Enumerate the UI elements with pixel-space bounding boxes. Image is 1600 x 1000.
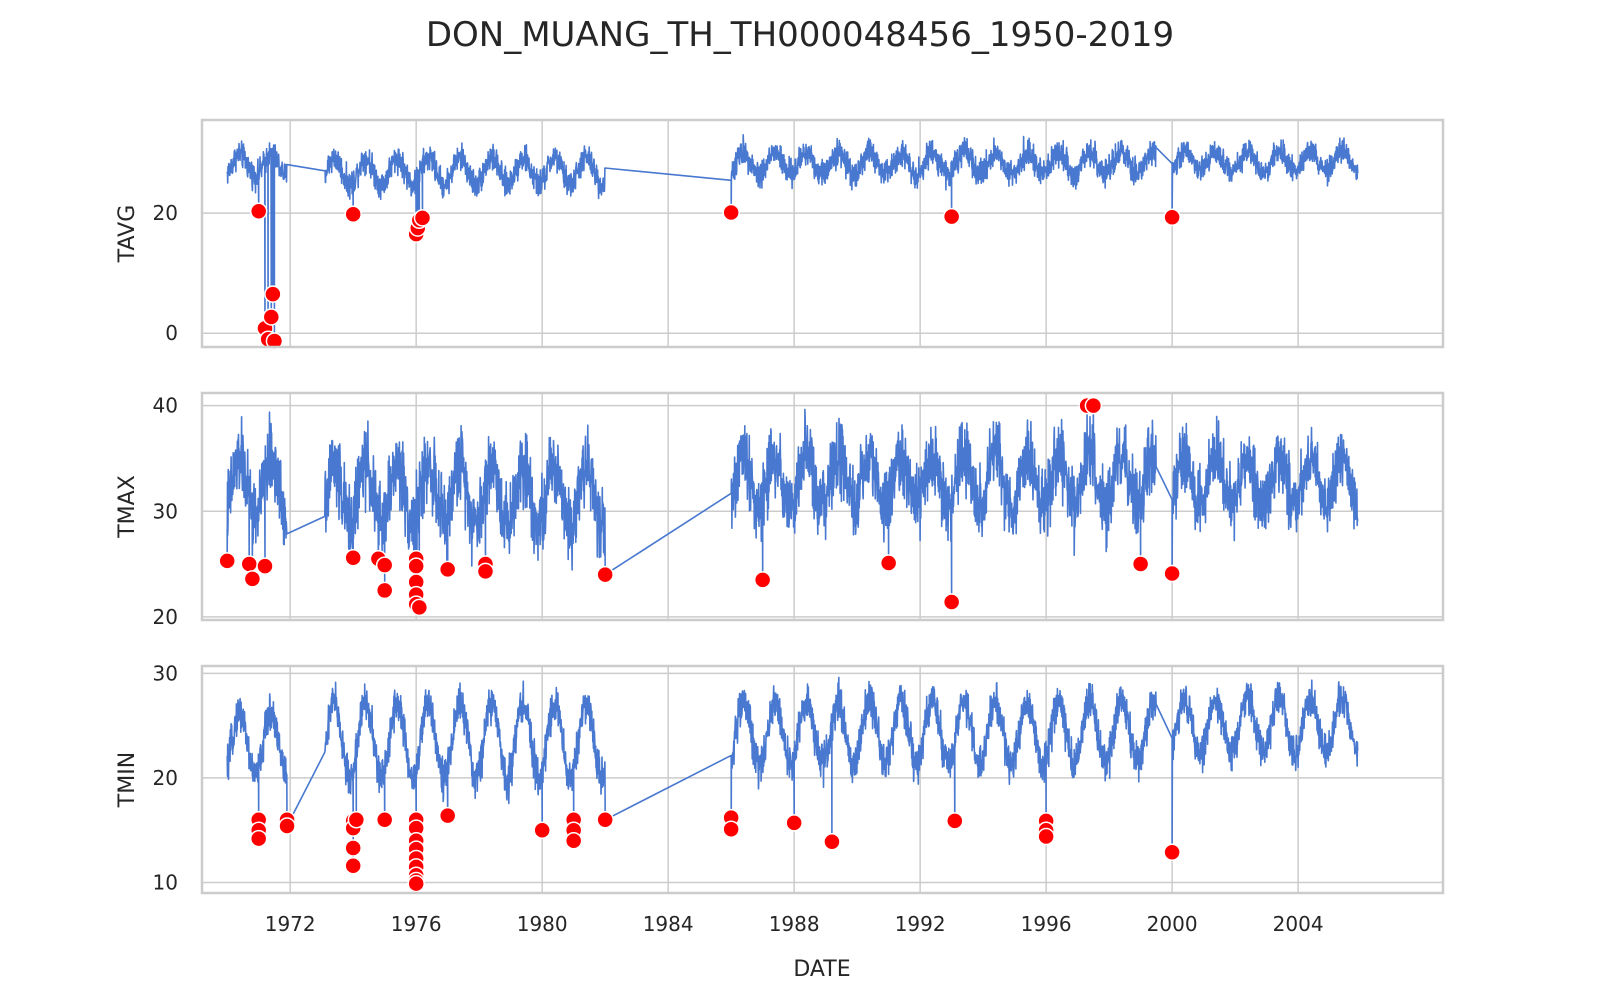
y-tick-label: 20 <box>153 605 178 629</box>
outlier-point <box>347 811 366 829</box>
series-line-tmin <box>226 676 1359 885</box>
outlier-point <box>823 832 841 851</box>
outlier-point <box>243 570 262 588</box>
x-tick-label: 1992 <box>895 912 946 936</box>
outlier-point <box>722 820 740 838</box>
x-axis-label: DATE <box>793 957 850 982</box>
outlier-point <box>413 209 432 227</box>
outlier-point <box>249 202 268 221</box>
chart-title: DON_MUANG_TH_TH000048456_1950-2019 <box>426 15 1174 55</box>
y-axis-label-tmax: TMAX <box>115 475 140 539</box>
outlier-point <box>265 332 284 350</box>
outlier-point <box>249 829 268 848</box>
panel-frame <box>200 391 1445 622</box>
outlier-point <box>407 557 425 575</box>
outlier-point <box>753 571 772 589</box>
outlier-point <box>1163 208 1181 227</box>
y-tick-label: 10 <box>153 871 178 895</box>
x-tick-label: 1984 <box>643 912 694 936</box>
outlier-point <box>375 581 394 600</box>
outlier-point <box>596 565 614 584</box>
panels: 0 20 TAVG 20 30 40 TMAX 10 20 30 TMIN <box>115 118 1445 895</box>
panel-tavg: 0 20 TAVG <box>115 118 1445 350</box>
series-line-tmax <box>226 404 1359 609</box>
outlier-point <box>1084 396 1103 415</box>
outlier-point <box>375 556 394 574</box>
outlier-point <box>785 814 803 832</box>
panel-frame <box>200 664 1445 895</box>
outlier-point <box>375 811 394 829</box>
y-tick-label: 30 <box>153 499 178 523</box>
panel-frame <box>200 118 1445 349</box>
x-tick-label: 1980 <box>517 912 568 936</box>
outlier-point <box>407 874 425 893</box>
x-tick-label: 1988 <box>769 912 820 936</box>
y-tick-label: 0 <box>165 321 178 345</box>
outlier-point <box>410 598 429 617</box>
y-tick-label: 20 <box>153 201 178 225</box>
outlier-point <box>240 555 258 573</box>
outlier-point <box>1037 827 1055 846</box>
x-tick-label: 1976 <box>391 912 442 936</box>
x-axis: DATE 1972 1976 1980 1984 1988 1992 1996 2000 200… <box>265 912 1324 982</box>
outlier-point <box>344 205 362 224</box>
outlier-point <box>218 552 236 570</box>
y-axis-label-tmin: TMIN <box>115 752 140 808</box>
outlier-point <box>533 821 551 839</box>
series-line-tavg <box>226 134 1359 342</box>
panel-tmax: 20 30 40 TMAX <box>115 391 1445 629</box>
outlier-point <box>476 562 495 581</box>
outlier-point <box>256 557 274 575</box>
panel-tmin: 10 20 30 TMIN <box>115 661 1445 895</box>
y-tick-label: 40 <box>153 394 178 418</box>
outlier-point <box>946 812 964 830</box>
outlier-point <box>344 839 362 857</box>
outlier-point <box>1163 843 1181 861</box>
outlier-point <box>1163 564 1181 583</box>
outlier-point <box>722 203 740 222</box>
outlier-point <box>1131 555 1150 573</box>
outlier-point <box>942 207 961 226</box>
x-tick-label: 1972 <box>265 912 316 936</box>
outlier-point <box>596 811 614 829</box>
x-tick-label: 2004 <box>1273 912 1324 936</box>
outlier-point <box>344 548 362 567</box>
outlier-point <box>942 593 961 611</box>
outlier-point <box>879 554 898 572</box>
outlier-point <box>344 857 362 875</box>
outlier-point <box>264 285 282 303</box>
x-tick-label: 1996 <box>1021 912 1072 936</box>
outlier-point <box>438 806 457 825</box>
y-tick-label: 20 <box>153 766 178 790</box>
outlier-point <box>438 560 457 579</box>
outlier-point <box>262 308 281 326</box>
y-axis-label-tavg: TAVG <box>115 205 140 263</box>
x-tick-label: 2000 <box>1147 912 1198 936</box>
outlier-point <box>278 817 296 835</box>
y-tick-label: 30 <box>153 661 178 685</box>
outlier-point <box>564 831 583 850</box>
